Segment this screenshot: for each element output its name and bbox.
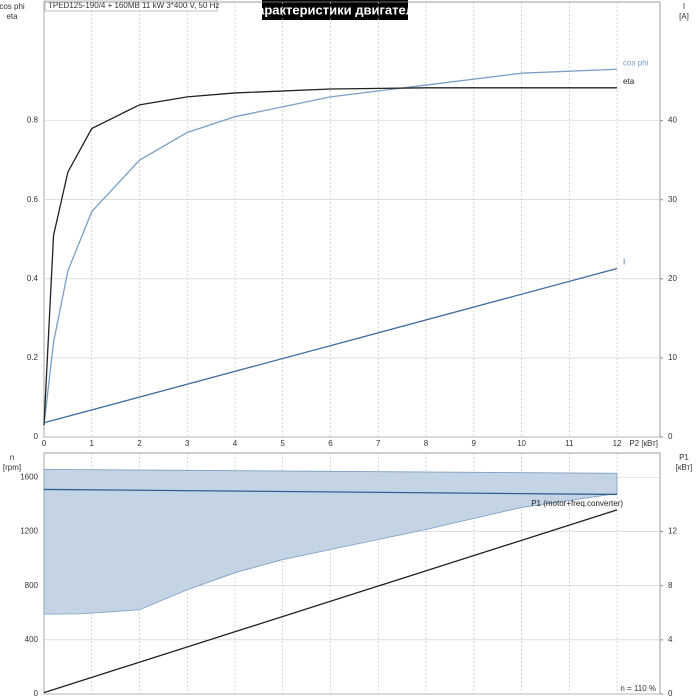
y2-tick-label: 8: [668, 581, 673, 590]
series-line: [43, 509, 618, 694]
y-axis-label: [rpm]: [3, 463, 21, 472]
x-tick-label: 12: [613, 439, 622, 448]
y-axis-label: eta: [6, 12, 18, 21]
y-tick-label: 1600: [20, 472, 38, 481]
y-tick-label: 1200: [20, 527, 38, 536]
series-line: [43, 267, 618, 424]
x-tick-label: 2: [137, 439, 142, 448]
x-tick-label: 0: [42, 439, 47, 448]
x-tick-label: 3: [185, 439, 190, 448]
y2-tick-label: 4: [668, 635, 673, 644]
y2-tick-label: 40: [668, 116, 677, 125]
series-label: cos phi: [623, 58, 649, 67]
chart-subtitle: TPED125-190/4 + 160MB 11 kW 3*400 V, 50 …: [48, 1, 219, 10]
y-tick-label: 400: [25, 635, 39, 644]
x-tick-label: 11: [565, 439, 574, 448]
y-tick-label: 0.4: [27, 274, 39, 283]
x-axis-label: P2 [кВт]: [629, 439, 658, 448]
x-tick-label: 9: [472, 439, 477, 448]
y2-tick-label: 0: [668, 689, 673, 698]
y-axis-label: cos phi: [0, 2, 25, 11]
y2-tick-label: 0: [668, 432, 673, 441]
chart-title: Характеристики двигателя: [248, 2, 421, 17]
series-label: eta: [623, 77, 635, 86]
y2-tick-label: 12: [668, 527, 677, 536]
x-tick-label: 10: [517, 439, 526, 448]
x-tick-label: 7: [376, 439, 381, 448]
subtitle-box: [44, 0, 218, 12]
y2-axis-label: P1: [679, 453, 689, 462]
y-tick-label: 0.2: [27, 353, 39, 362]
y2-tick-label: 10: [668, 353, 677, 362]
series-line: [43, 68, 618, 426]
y2-axis-label: I: [683, 2, 685, 11]
y2-axis-label: [кВт]: [676, 463, 693, 472]
x-tick-label: 6: [328, 439, 333, 448]
x-tick-label: 8: [424, 439, 429, 448]
title-box: [262, 0, 408, 20]
x-tick-label: 5: [281, 439, 286, 448]
series-line: [43, 488, 618, 496]
series-label: I: [623, 258, 625, 267]
y-tick-label: 0: [34, 432, 39, 441]
y2-axis-label: [A]: [679, 12, 689, 21]
y-tick-label: 0.6: [27, 195, 39, 204]
y-tick-label: 800: [25, 581, 39, 590]
y-tick-label: 0.8: [27, 116, 39, 125]
annotation: n = 110 %: [620, 684, 656, 693]
y2-tick-label: 30: [668, 195, 677, 204]
y2-tick-label: 20: [668, 274, 677, 283]
y-axis-label: n: [10, 453, 14, 462]
series-label: P1 (motor+freq.converter): [531, 499, 623, 508]
series-line: [43, 87, 618, 426]
y-tick-label: 0: [34, 689, 39, 698]
band-area: [43, 468, 618, 615]
x-tick-label: 1: [90, 439, 95, 448]
x-tick-label: 4: [233, 439, 238, 448]
